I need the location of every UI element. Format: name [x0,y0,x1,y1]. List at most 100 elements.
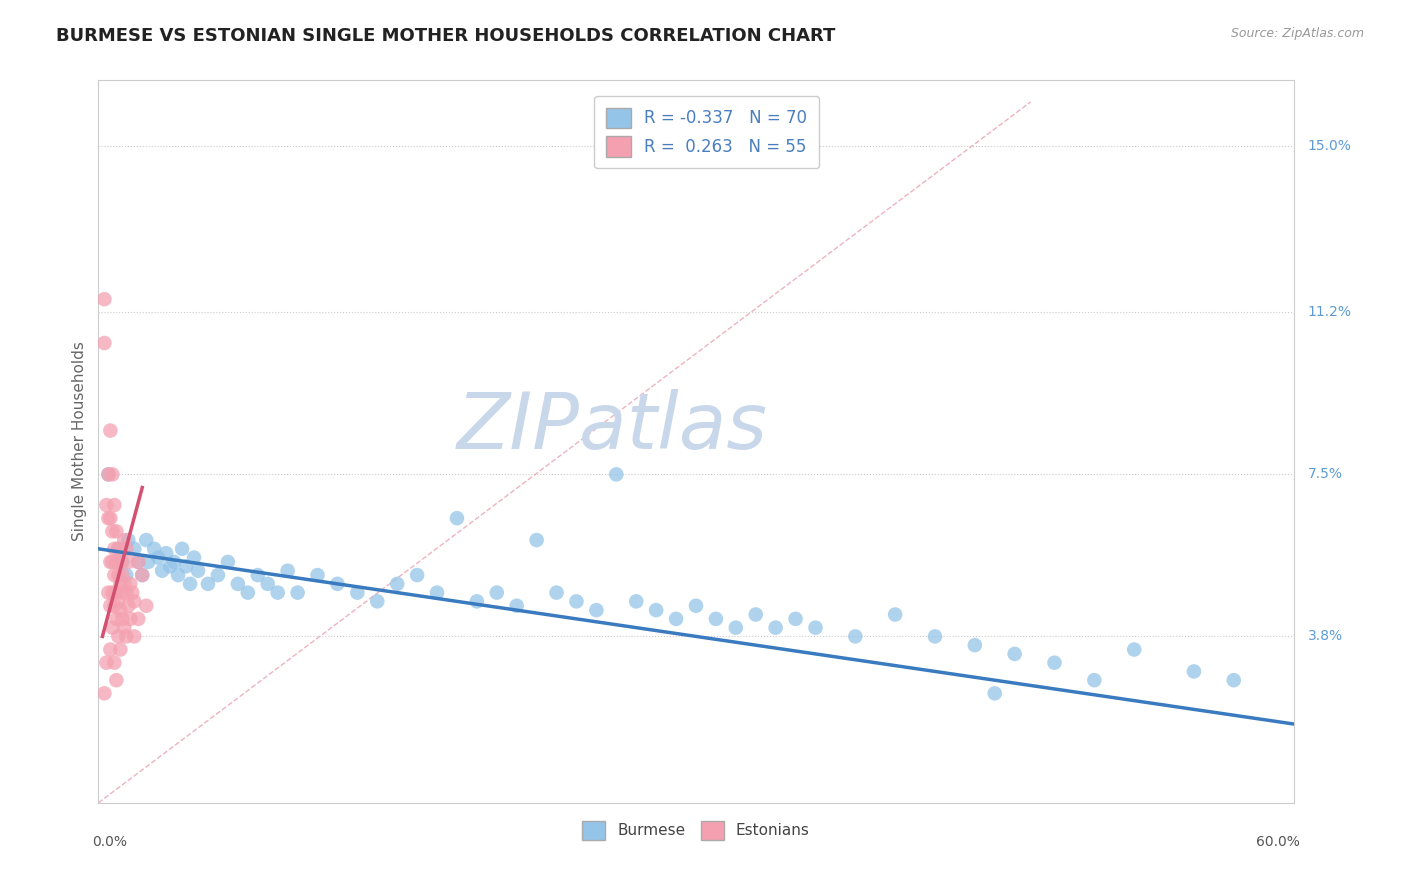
Point [246,568,269,582]
Point [585,603,607,617]
Point [267,585,290,599]
Point [112,621,135,635]
Point [107,568,129,582]
Point [98,511,122,525]
Point [984,686,1007,700]
Point [96,656,118,670]
Point [96,498,118,512]
Point [385,577,409,591]
Point [97,511,120,525]
Point [131,568,153,582]
Point [111,612,134,626]
Point [98,424,122,438]
Point [406,568,429,582]
Point [724,621,747,635]
Point [115,585,138,599]
Point [101,585,124,599]
Point [1004,647,1026,661]
Point [103,498,125,512]
Point [98,642,122,657]
Point [1043,656,1066,670]
Point [111,585,134,599]
Point [526,533,548,547]
Point [105,612,128,626]
Point [101,621,124,635]
Point [110,642,132,657]
Point [136,555,159,569]
Point [93,336,115,351]
Point [131,568,153,582]
Point [121,585,143,599]
Point [135,599,157,613]
Text: ZIPatlas: ZIPatlas [457,389,768,465]
Point [112,577,135,591]
Point [307,568,329,582]
Point [98,599,122,613]
Point [217,555,239,569]
Point [117,533,139,547]
Point [163,555,186,569]
Point [97,585,120,599]
Point [167,568,190,582]
Point [884,607,907,622]
Point [1123,642,1146,657]
Point [115,568,138,582]
Point [112,533,135,547]
Point [183,550,205,565]
Text: 0.0%: 0.0% [93,835,128,849]
Point [785,612,807,626]
Text: 3.8%: 3.8% [1308,630,1343,643]
Point [150,564,173,578]
Point [120,612,142,626]
Text: 7.5%: 7.5% [1308,467,1343,482]
Point [226,577,249,591]
Point [105,673,128,688]
Point [963,638,986,652]
Point [110,577,132,591]
Text: 60.0%: 60.0% [1256,835,1299,849]
Point [426,585,449,599]
Point [120,577,142,591]
Point [93,292,115,306]
Point [101,467,124,482]
Point [107,541,129,556]
Point [685,599,707,613]
Point [111,568,134,582]
Point [626,594,648,608]
Point [103,541,125,556]
Point [174,559,197,574]
Text: BURMESE VS ESTONIAN SINGLE MOTHER HOUSEHOLDS CORRELATION CHART: BURMESE VS ESTONIAN SINGLE MOTHER HOUSEH… [56,27,835,45]
Point [105,585,128,599]
Point [117,599,139,613]
Point [110,555,132,569]
Point [546,585,568,599]
Text: 15.0%: 15.0% [1308,139,1351,153]
Point [924,629,946,643]
Point [704,612,727,626]
Point [366,594,388,608]
Point [103,656,125,670]
Point [93,686,115,700]
Point [98,555,122,569]
Point [765,621,787,635]
Point [485,585,508,599]
Point [277,564,299,578]
Point [105,524,128,539]
Point [1223,673,1246,688]
Point [101,524,124,539]
Point [103,568,125,582]
Point [287,585,309,599]
Point [148,550,170,565]
Point [172,541,194,556]
Point [665,612,688,626]
Point [97,467,120,482]
Point [135,533,157,547]
Text: Source: ZipAtlas.com: Source: ZipAtlas.com [1230,27,1364,40]
Point [197,577,219,591]
Point [1182,665,1205,679]
Point [117,555,139,569]
Point [187,564,209,578]
Point [143,541,166,556]
Point [127,555,149,569]
Point [745,607,768,622]
